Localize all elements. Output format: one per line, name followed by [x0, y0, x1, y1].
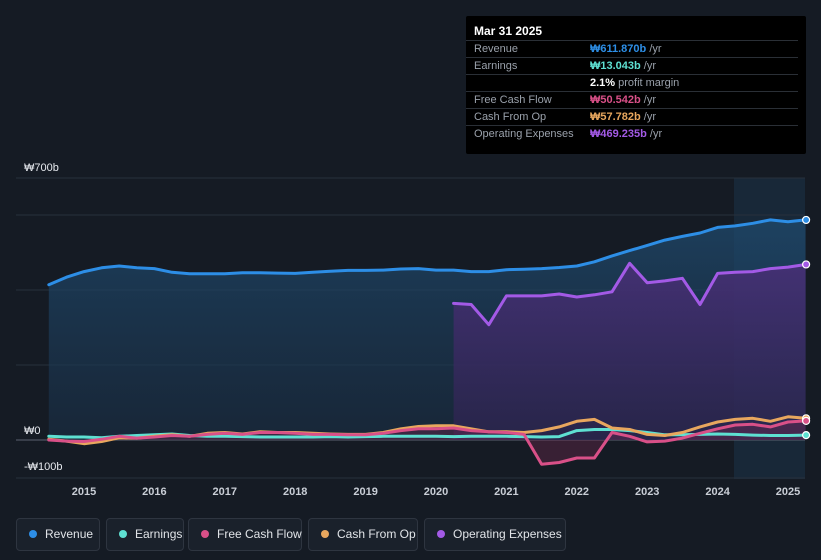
operating-expenses-line [452, 261, 808, 327]
legend-item-cash-from-op[interactable]: Cash From Op [308, 518, 418, 551]
tooltip-row-unit: profit margin [615, 77, 680, 89]
y-label-bottom: -₩100b [24, 461, 63, 473]
revenue-end-marker [801, 215, 811, 225]
free-cash-flow-line [47, 419, 808, 466]
tooltip-row-unit: /yr [640, 60, 657, 72]
tooltip-row: Free Cash Flow ₩50.542b /yr [466, 91, 798, 109]
tooltip-row-unit: /yr [646, 43, 662, 55]
chart: 2015 2016 2017 2018 2019 2020 2021 2022 2023 2024… [16, 162, 811, 498]
legend-item-revenue[interactable]: Revenue [16, 518, 100, 551]
tooltip: Mar 31 2025 Revenue ₩611.870b /yr Earnings… [466, 16, 806, 154]
tooltip-row-label: Free Cash Flow [474, 94, 552, 106]
x-tick-label: 2020 [424, 486, 448, 498]
tooltip-row-unit: /yr [646, 128, 663, 140]
tooltip-row: Operating Expenses ₩469.235b /yr [466, 125, 798, 143]
legend-item-operating-expenses[interactable]: Operating Expenses [424, 518, 566, 551]
x-tick-label: 2024 [705, 486, 730, 498]
tooltip-row-label: Earnings [474, 60, 518, 72]
legend-dot-icon [119, 530, 127, 538]
tooltip-row-value: ₩13.043b /yr [590, 60, 657, 72]
revenue-line [47, 218, 808, 287]
earnings-end-marker [801, 431, 811, 440]
tooltip-row-unit: /yr [640, 94, 657, 106]
tooltip-row-value: ₩611.870b /yr [590, 43, 662, 55]
legend-item-free-cash-flow[interactable]: Free Cash Flow [188, 518, 302, 551]
legend-dot-icon [201, 530, 209, 538]
operating-expenses-end-marker [801, 260, 811, 269]
tooltip-date: Mar 31 2025 [474, 24, 543, 38]
legend-label: Cash From Op [337, 527, 416, 541]
legend-label: Operating Expenses [453, 527, 562, 541]
x-tick-label: 2019 [353, 486, 377, 498]
x-tick-label: 2021 [494, 486, 518, 498]
x-tick-label: 2023 [635, 486, 659, 498]
y-label-top: ₩700b [24, 162, 59, 174]
tooltip-row-value: ₩469.235b /yr [590, 128, 663, 140]
tooltip-row-value: 2.1% profit margin [590, 77, 680, 89]
legend-dot-icon [321, 530, 329, 538]
tooltip-row-label: Revenue [474, 43, 519, 55]
tooltip-row: Earnings ₩13.043b /yr [466, 57, 798, 75]
x-tick-label: 2018 [283, 486, 307, 498]
tooltip-row-label: Operating Expenses [474, 128, 574, 140]
tooltip-row-value: ₩50.542b /yr [590, 94, 657, 106]
x-tick-label: 2025 [776, 486, 800, 498]
tooltip-row: Revenue ₩611.870b /yr [466, 40, 798, 58]
tooltip-row-value: ₩57.782b /yr [590, 111, 657, 123]
tooltip-row: Cash From Op ₩57.782b /yr [466, 108, 798, 126]
x-tick-label: 2017 [213, 486, 237, 498]
tooltip-row-label: Cash From Op [474, 111, 547, 123]
legend-label: Revenue [45, 527, 94, 541]
tooltip-row: 2.1% profit margin [466, 74, 798, 92]
operating-expenses-area [453, 263, 806, 440]
legend-dot-icon [29, 530, 37, 538]
free-cash-flow-end-marker [801, 416, 811, 426]
tooltip-row-unit: /yr [640, 111, 657, 123]
legend-label: Free Cash Flow [217, 527, 302, 541]
legend-item-earnings[interactable]: Earnings [106, 518, 184, 551]
legend-label: Earnings [135, 527, 183, 541]
legend-dot-icon [437, 530, 445, 538]
x-tick-label: 2016 [142, 486, 166, 498]
x-tick-label: 2022 [565, 486, 589, 498]
y-label-zero: ₩0 [24, 425, 41, 437]
x-tick-label: 2015 [72, 486, 96, 498]
